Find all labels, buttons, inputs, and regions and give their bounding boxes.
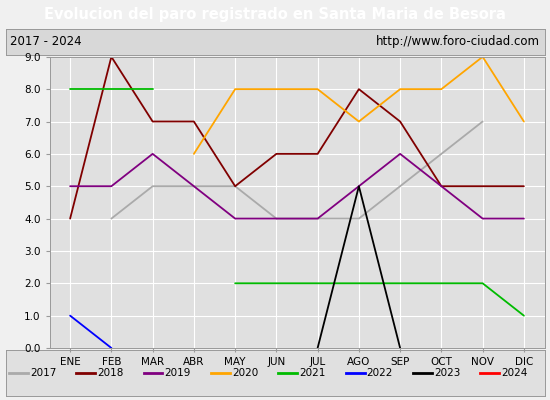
Text: http://www.foro-ciudad.com: http://www.foro-ciudad.com [376,35,540,48]
Text: Evolucion del paro registrado en Santa Maria de Besora: Evolucion del paro registrado en Santa M… [44,7,506,22]
Text: 2024: 2024 [502,368,528,378]
Text: 2021: 2021 [299,368,326,378]
Text: 2019: 2019 [164,368,191,378]
Text: 2017: 2017 [30,368,56,378]
Text: 2022: 2022 [367,368,393,378]
Text: 2023: 2023 [434,368,460,378]
Text: 2017 - 2024: 2017 - 2024 [10,35,81,48]
Text: 2020: 2020 [232,368,258,378]
Text: 2018: 2018 [97,368,124,378]
